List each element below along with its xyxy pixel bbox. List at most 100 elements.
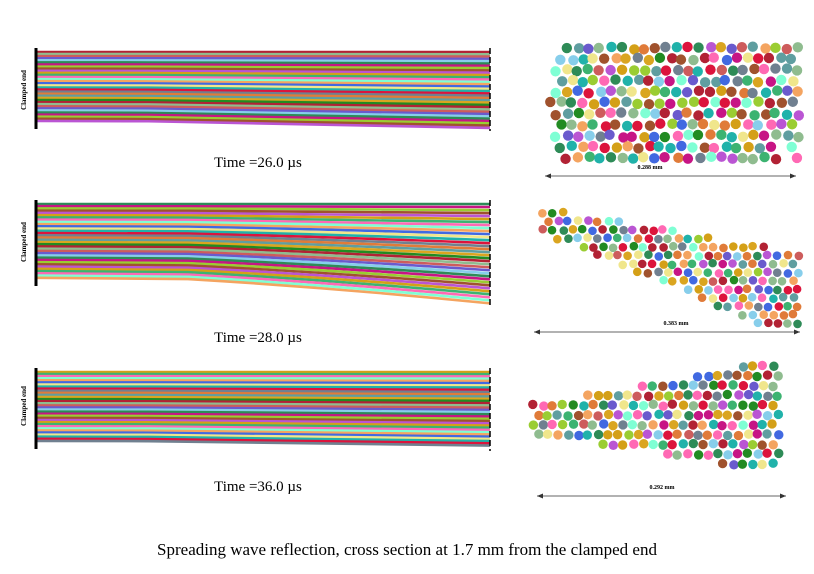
particle <box>762 370 773 380</box>
particle <box>760 109 772 120</box>
particle <box>605 152 617 163</box>
fiber-bundle-plot-2: Clamped end <box>20 200 498 308</box>
particle <box>743 389 754 400</box>
particle <box>611 142 623 153</box>
particle <box>712 430 723 440</box>
particle <box>573 131 584 142</box>
particle <box>757 419 767 430</box>
particle <box>722 389 733 400</box>
particle <box>673 64 684 76</box>
particle <box>671 41 683 53</box>
particle <box>748 275 758 285</box>
particle <box>572 152 584 163</box>
particle <box>637 421 647 431</box>
particle <box>658 440 668 450</box>
particle <box>723 450 733 460</box>
particle <box>752 429 762 439</box>
particle <box>642 75 654 86</box>
particle <box>658 381 668 391</box>
particle <box>708 242 718 252</box>
particle <box>715 42 727 53</box>
particle <box>564 430 574 440</box>
particle <box>728 259 737 268</box>
particle <box>713 301 723 311</box>
fiber-line <box>35 416 491 423</box>
fiber-line <box>35 86 491 93</box>
particle <box>781 63 793 74</box>
particle <box>764 97 776 109</box>
particle <box>729 460 739 470</box>
particle <box>562 64 573 75</box>
particle <box>584 216 593 225</box>
particle <box>672 109 683 121</box>
particle <box>747 292 757 302</box>
fiber-line <box>35 410 491 416</box>
particles-3 <box>528 360 784 470</box>
fiber-line <box>35 258 491 281</box>
particle <box>752 409 762 419</box>
fiber-line <box>35 249 491 269</box>
particle <box>773 371 783 381</box>
particle <box>559 226 569 235</box>
fiber-line <box>35 247 491 266</box>
particle <box>592 217 602 227</box>
particle <box>793 110 805 121</box>
particle <box>770 154 782 165</box>
particle <box>726 86 737 97</box>
particle <box>627 420 638 430</box>
particle <box>776 52 787 63</box>
particle <box>774 448 784 459</box>
cross-section-2 <box>535 205 810 335</box>
particle <box>577 76 588 88</box>
particle <box>557 399 567 410</box>
particle <box>649 226 659 236</box>
particle <box>699 52 711 64</box>
particle <box>676 119 688 130</box>
particle <box>648 439 658 450</box>
particle <box>692 390 702 400</box>
particle <box>778 292 788 302</box>
fiber-line <box>35 276 491 305</box>
particle <box>589 243 598 252</box>
particle <box>776 97 788 108</box>
particle <box>793 319 802 329</box>
particle <box>644 234 654 243</box>
fiber-line <box>35 82 491 88</box>
fiber-line <box>35 381 491 385</box>
particle <box>753 318 763 328</box>
particle <box>538 420 549 430</box>
fiber-line <box>35 56 491 61</box>
particle <box>730 142 742 154</box>
particle <box>747 153 759 165</box>
particle <box>708 294 718 303</box>
particle <box>683 390 693 400</box>
particle <box>703 450 714 460</box>
particle <box>762 411 773 421</box>
particle <box>672 130 684 142</box>
particle <box>593 42 604 54</box>
particle <box>679 276 689 285</box>
particle <box>732 76 743 87</box>
particle <box>747 361 758 371</box>
particle <box>667 118 678 130</box>
particle <box>573 216 583 225</box>
particle <box>741 97 752 109</box>
particle <box>765 76 777 87</box>
particle <box>785 53 797 65</box>
particle <box>616 107 627 118</box>
particle <box>749 110 760 121</box>
particle <box>667 439 677 450</box>
particle <box>719 74 730 86</box>
fiber-line <box>35 65 491 70</box>
fiber-line <box>35 269 491 296</box>
particle <box>739 87 750 99</box>
fiber-line <box>35 254 491 275</box>
particle <box>747 41 758 52</box>
particle <box>716 151 727 162</box>
particle <box>792 42 804 53</box>
particle <box>542 411 552 421</box>
particle <box>588 399 598 410</box>
fiber-line <box>35 245 491 263</box>
particle <box>717 420 727 431</box>
particle <box>717 380 727 390</box>
